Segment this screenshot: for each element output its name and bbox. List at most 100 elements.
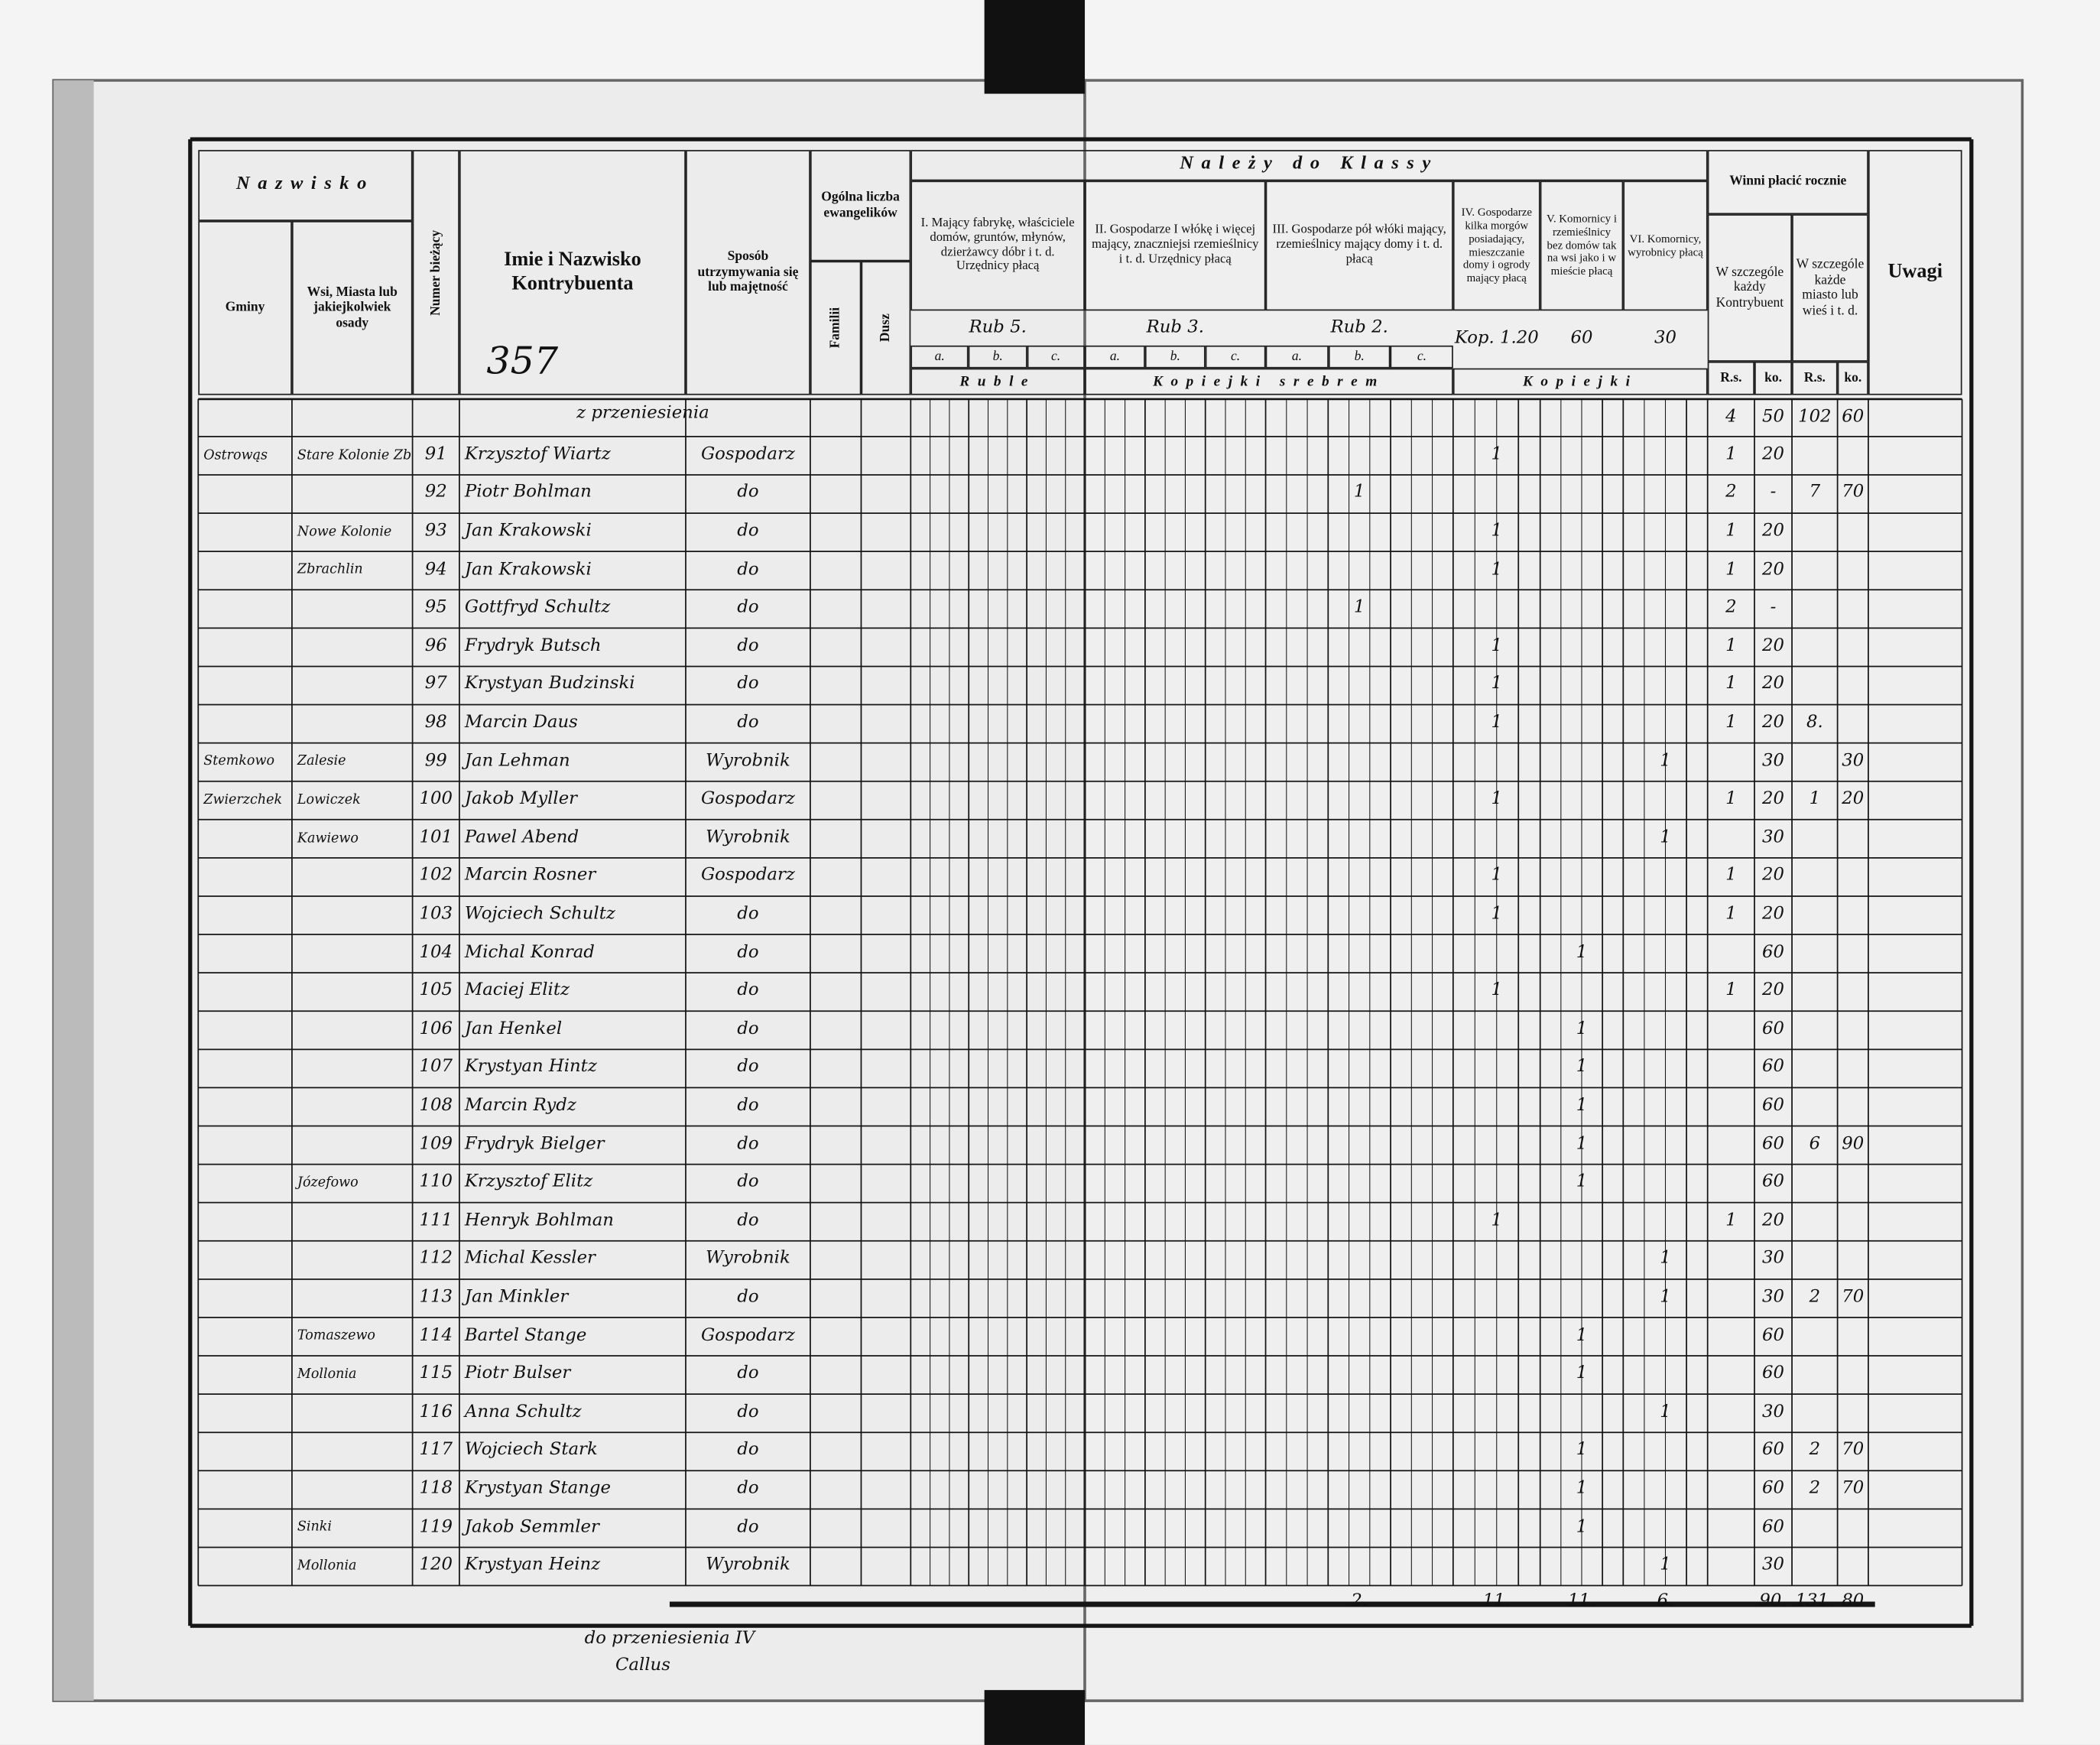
total-III: 2. <box>1351 1590 1368 1610</box>
row-no: 119 <box>419 1516 453 1537</box>
row-ko: 20 <box>1762 674 1785 694</box>
header-class: V. Komornicy i rzemieślnicy bez domów ta… <box>1540 180 1624 311</box>
row-rs: 1 <box>1725 521 1737 541</box>
sub-column-label: c. <box>1391 345 1453 369</box>
row-rs2: 2 <box>1809 1478 1821 1499</box>
header-nazwisko: Nazwisko <box>198 150 413 221</box>
row-name: Frydryk Bielger <box>464 1133 605 1154</box>
row-ko: 60 <box>1762 1133 1785 1154</box>
class-rate: Rub 3. <box>1146 317 1204 337</box>
row-rs: 1 <box>1725 674 1737 694</box>
row-no: 117 <box>419 1440 453 1461</box>
sub-column-label: c. <box>1205 345 1266 369</box>
row-ko: 60 <box>1762 1057 1785 1077</box>
row-IV: 1 <box>1491 980 1503 1001</box>
row-occ: do <box>737 1133 759 1154</box>
row-no: 98 <box>424 712 447 733</box>
row-village: Tomaszewo <box>297 1328 376 1344</box>
row-name: Maciej Elitz <box>464 980 570 1001</box>
row-no: 112 <box>419 1248 453 1269</box>
row-village: Stare Kolonie Zbrachlin <box>297 447 413 463</box>
class-rate: Kop. 1.20 <box>1454 328 1539 349</box>
class-rate: 30 <box>1654 328 1676 349</box>
total-V: 11. <box>1567 1590 1596 1610</box>
row-no: 104 <box>419 942 453 963</box>
header-winni: Winni płacić rocznie <box>1707 150 1868 215</box>
row-ko: 60 <box>1762 1516 1785 1537</box>
row-village: Kawiewo <box>297 830 359 847</box>
header-class: IV. Gospodarze kilka morgów posiadający,… <box>1452 180 1540 311</box>
left-leaf <box>52 79 1086 1702</box>
row-no: 99 <box>424 750 447 772</box>
row-name: Jan Krakowski <box>464 559 592 580</box>
header-dusz: Dusz <box>861 261 911 395</box>
row-ko: 30 <box>1762 1287 1785 1308</box>
row-V: 1 <box>1576 942 1588 963</box>
row-ko: 20 <box>1762 444 1785 465</box>
row-occ: do <box>737 942 759 963</box>
total-IV: 11. <box>1482 1590 1511 1610</box>
row-V: 1 <box>1576 1516 1588 1537</box>
row-rs: 1 <box>1725 635 1737 656</box>
row-rs: 1 <box>1725 1210 1737 1231</box>
row-ko: 20 <box>1762 712 1785 733</box>
row-ko: 60 <box>1762 1171 1785 1193</box>
row-occ: do <box>737 1402 759 1422</box>
row-occ: do <box>737 1057 759 1077</box>
row-occ: do <box>737 712 759 733</box>
row-rs2: 2 <box>1809 1440 1821 1461</box>
row-rs2: 2 <box>1809 1287 1821 1308</box>
carried-amount: 102 <box>1798 407 1832 427</box>
sub-column-label: b. <box>969 345 1027 369</box>
header-kazdy: W szczególe każdy Kontrybuent <box>1707 214 1793 362</box>
row-village: Mollonia <box>297 1366 357 1383</box>
row-IV: 1 <box>1491 788 1503 810</box>
carried-amount: 4 <box>1725 407 1737 427</box>
sub-column-label: b. <box>1144 345 1206 369</box>
row-village: Nowe Kolonie <box>297 525 392 540</box>
row-occ: Gospodarz <box>700 1325 795 1346</box>
row-name: Wojciech Schultz <box>464 904 615 924</box>
class-rate: 60 <box>1570 328 1593 349</box>
header-ko: ko. <box>1837 361 1868 395</box>
row-occ: do <box>737 1363 759 1384</box>
header-rs: R.s. <box>1707 361 1755 395</box>
row-no: 92 <box>424 483 447 503</box>
row-IV: 1 <box>1491 904 1503 924</box>
row-no: 91 <box>424 444 447 465</box>
row-no: 94 <box>424 559 447 580</box>
row-occ: do <box>737 1478 759 1499</box>
row-occ: do <box>737 635 759 656</box>
row-VI: 1 <box>1660 750 1671 772</box>
header-nalezy: Należy do Klassy <box>910 150 1708 181</box>
row-IV: 1 <box>1491 635 1503 656</box>
row-no: 109 <box>419 1133 453 1154</box>
row-name: Gottfryd Schultz <box>464 597 611 618</box>
row-no: 114 <box>419 1325 453 1346</box>
header-ogolna: Ogólna liczba ewangelików <box>810 150 911 262</box>
header-class: III. Gospodarze pół włóki mający, rzemie… <box>1265 180 1453 311</box>
row-ko: 20 <box>1762 980 1785 1001</box>
row-gmina: Stemkowo <box>203 754 275 769</box>
row-name: Krystyan Budzinski <box>464 674 635 694</box>
row-name: Wojciech Stark <box>464 1440 598 1461</box>
row-occ: do <box>737 1287 759 1308</box>
row-occ: do <box>737 597 759 618</box>
row-IV: 1 <box>1491 866 1503 886</box>
carried-amount: 60 <box>1842 407 1865 427</box>
class-rate: Rub 5. <box>969 317 1027 337</box>
header-ruble: Ruble <box>910 368 1086 395</box>
row-name: Piotr Bulser <box>464 1363 571 1384</box>
row-gmina: Ostrowąs <box>203 447 268 463</box>
row-V: 1 <box>1576 1095 1588 1116</box>
page-edge <box>54 80 94 1701</box>
row-no: 95 <box>424 597 447 618</box>
row-occ: do <box>737 483 759 503</box>
class-rate: Rub 2. <box>1330 317 1388 337</box>
row-no: 103 <box>419 904 453 924</box>
row-ko: 30 <box>1762 827 1785 848</box>
row-gmina: Zwierzchek <box>203 792 283 808</box>
